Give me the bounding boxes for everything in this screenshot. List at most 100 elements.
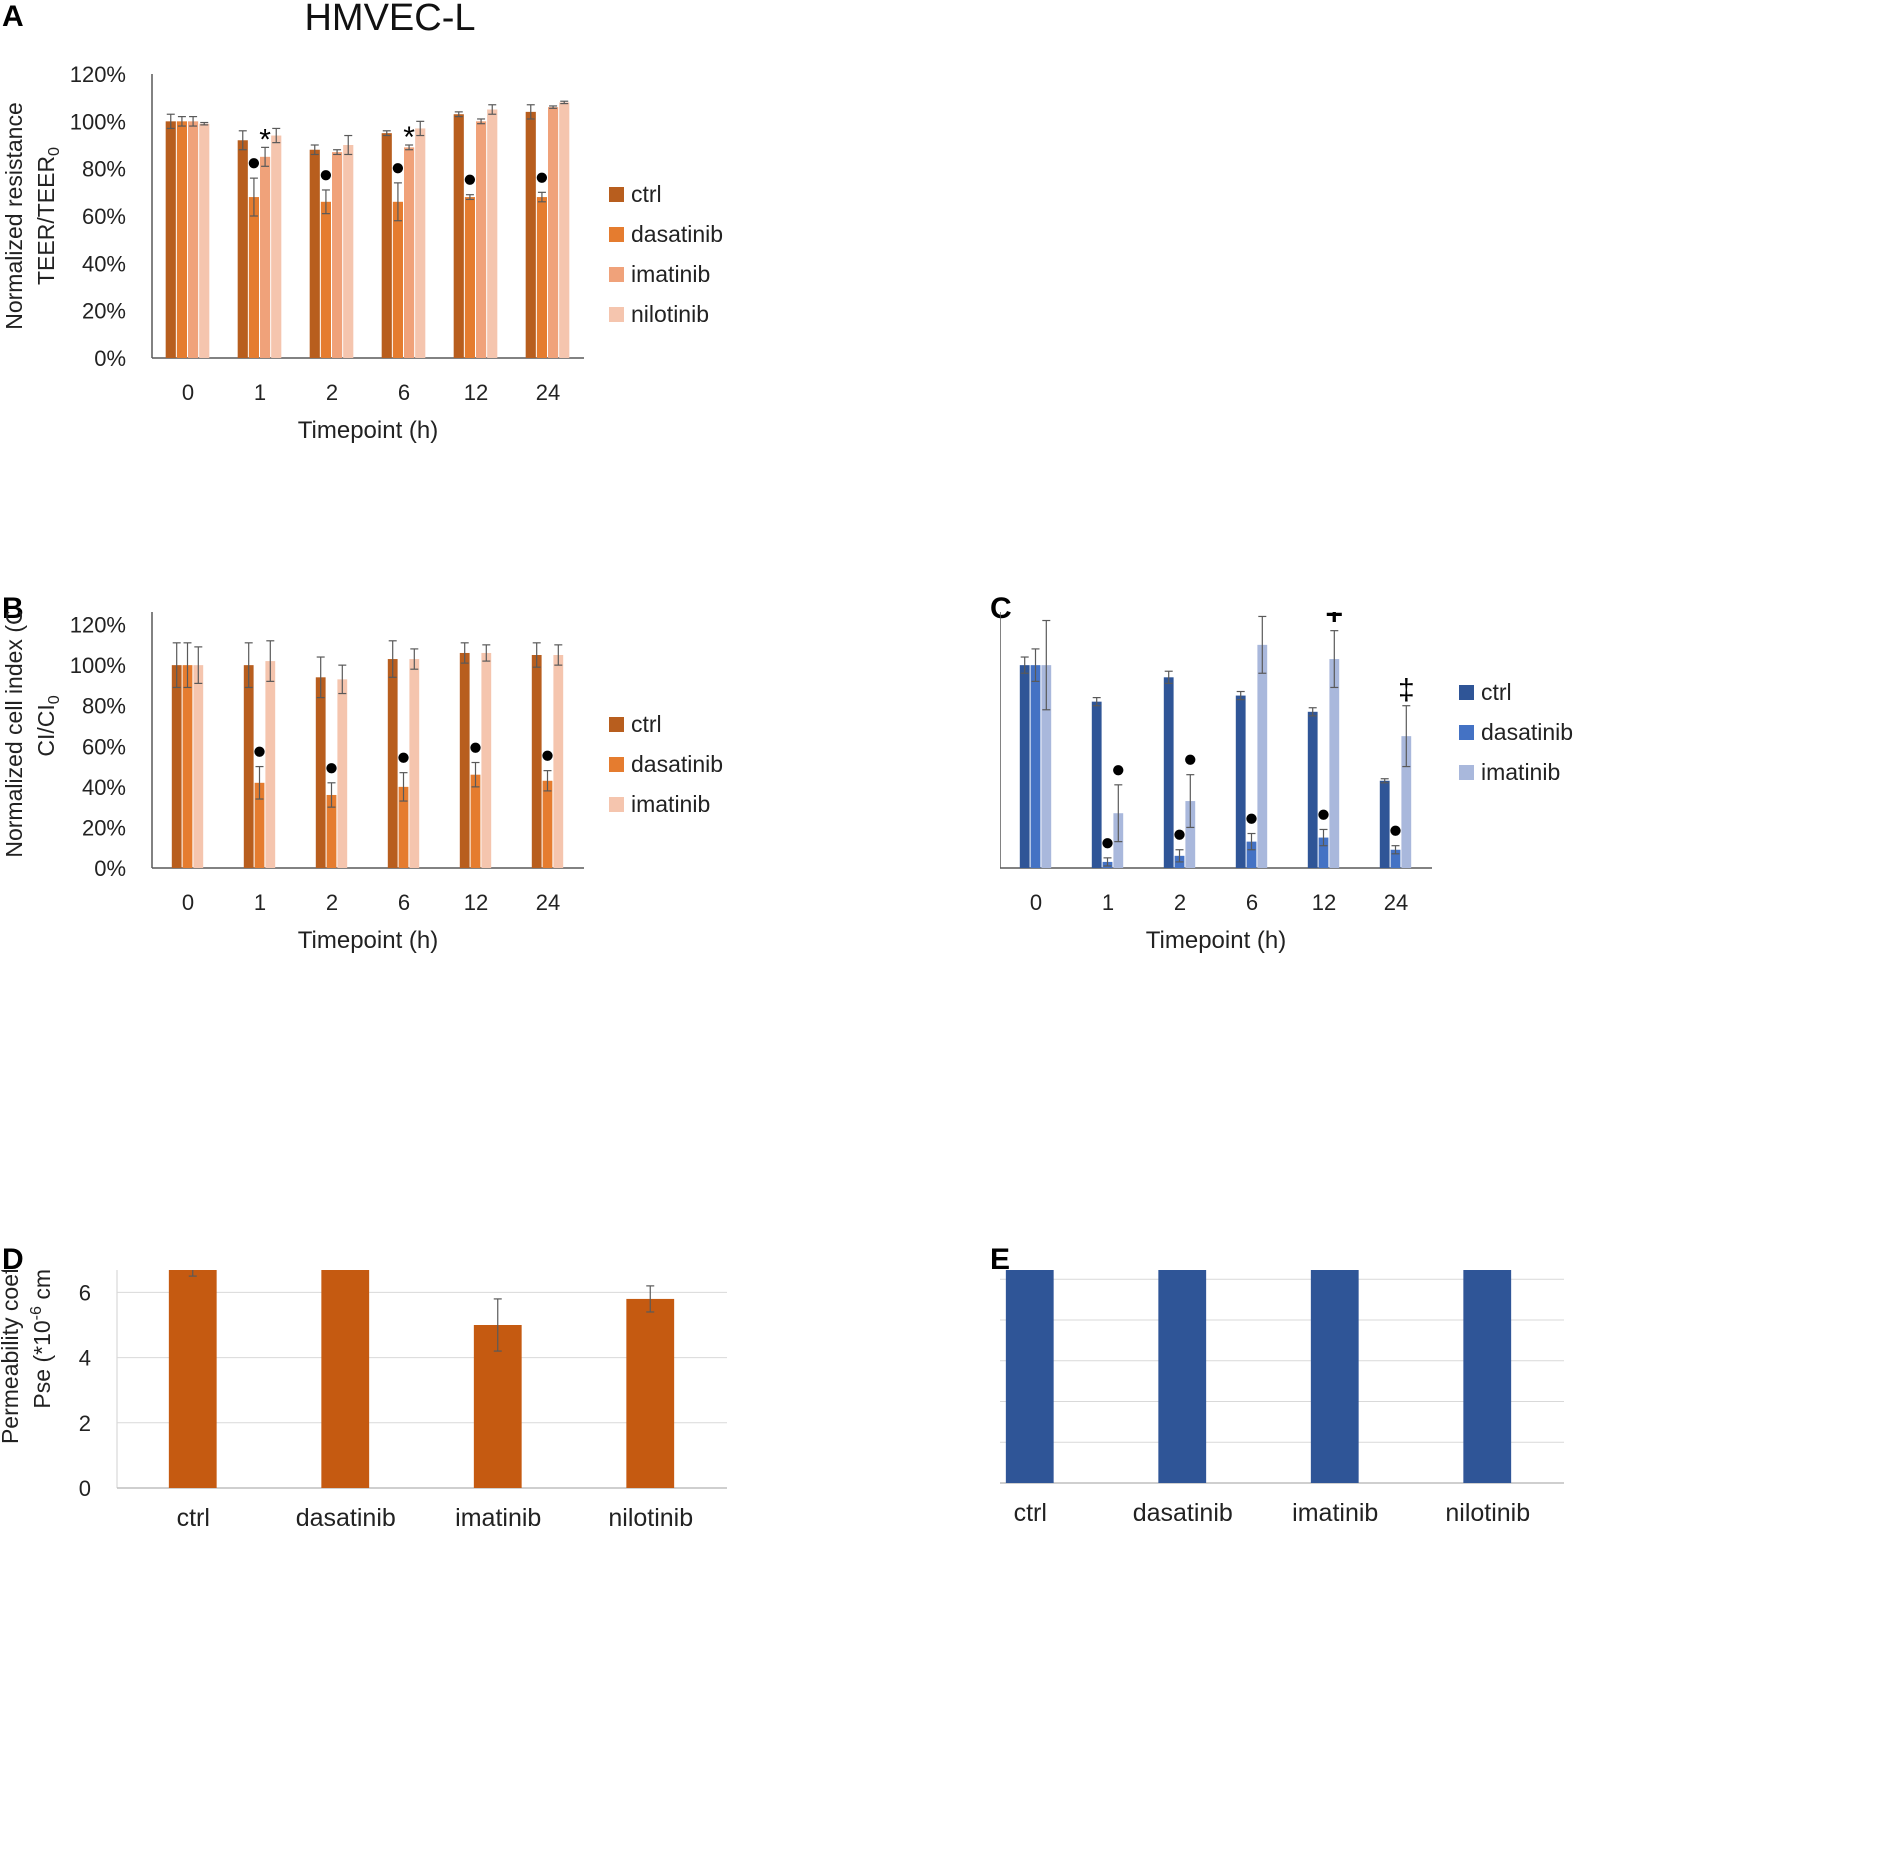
chart-root: 0510152025303540ctrldasatinibimatinibnil… — [1000, 1270, 1564, 1527]
legend-label-ctrl: ctrl — [631, 181, 662, 207]
bar-ctrl-24 — [531, 655, 542, 868]
x-tick-label-nilotinib: nilotinib — [608, 1504, 693, 1532]
bar-dasatinib-6 — [392, 201, 403, 358]
x-tick-label-12: 12 — [1312, 890, 1336, 915]
y-tick-label: 0 — [79, 1476, 91, 1501]
bar-imatinib-1 — [265, 661, 276, 868]
y-axis-sublabel-subscript: 0 — [45, 695, 63, 704]
bar-dasatinib-6 — [398, 786, 409, 868]
bar-dasatinib-24 — [536, 197, 547, 358]
bar-pse-ctrl — [1005, 1270, 1054, 1483]
bar-dasatinib-12 — [464, 197, 475, 358]
x-tick-label-1: 1 — [254, 890, 266, 915]
bar-ctrl-0 — [171, 665, 182, 868]
significance-marker: ● — [391, 154, 406, 181]
x-tick-label-2: 2 — [326, 890, 338, 915]
bar-pse-ctrl — [168, 1270, 217, 1488]
bar-dasatinib-2 — [326, 794, 337, 868]
legend-swatch-dasatinib — [1459, 725, 1474, 740]
chart-group: 0246810ctrldasatinibimatinibnilotinib‡HM… — [0, 1270, 727, 1532]
y-tick-label: 100% — [70, 653, 126, 678]
bar-dasatinib-6 — [1246, 841, 1257, 868]
legend-swatch-dasatinib — [609, 227, 624, 242]
y-tick-label: 40% — [82, 775, 126, 800]
bar-imatinib-0 — [193, 665, 204, 868]
significance-marker: ● — [1100, 829, 1115, 856]
y-tick-label: 20% — [82, 815, 126, 840]
y-tick-label: 0% — [94, 346, 126, 371]
chart-group: 0510152025303540ctrldasatinibimatinibnil… — [1000, 1270, 1564, 1527]
bar-ctrl-6 — [1235, 695, 1246, 868]
chart-root: 0%20%40%60%80%100%120%0 1 2 6 12 24●*● ●*● ●HMV… — [1, 0, 723, 444]
significance-marker: ● — [396, 744, 411, 771]
chart-panel-d: 0246810ctrldasatinibimatinibnilotinib‡HM… — [0, 1270, 727, 1532]
x-tick-label-0: 0 — [182, 380, 194, 405]
legend-label-imatinib: imatinib — [631, 261, 710, 287]
x-tick-label-1: 1 — [254, 380, 266, 405]
bar-imatinib-24 — [1401, 736, 1412, 868]
x-tick-label-dasatinib: dasatinib — [296, 1504, 396, 1532]
significance-marker: ● — [1111, 756, 1126, 783]
panel-letter-c: C — [990, 592, 1012, 625]
chart-panel-a: 0%20%40%60%80%100%120%0 1 2 6 12 24●*● ●*● ●HMV… — [1, 0, 723, 444]
x-tick-label-24: 24 — [536, 380, 560, 405]
y-axis-sublabel: Pse (*10-6 cm/s) — [27, 1270, 55, 1409]
chart-group: 0%20%40%60%80%100%120%140%01261224●●●●●+… — [1000, 612, 1573, 954]
bar-dasatinib-24 — [1390, 849, 1401, 868]
x-tick-label-1: 1 — [1102, 890, 1114, 915]
bar-nilotinib-0 — [199, 123, 210, 358]
bar-imatinib-2 — [337, 679, 348, 868]
bar-dasatinib-12 — [1318, 837, 1329, 868]
legend-label-imatinib: imatinib — [1481, 759, 1560, 785]
bar-ctrl-12 — [453, 114, 464, 358]
y-tick-label: 80% — [82, 694, 126, 719]
x-tick-label-ctrl: ctrl — [1014, 1499, 1047, 1527]
bar-ctrl-1 — [1091, 701, 1102, 868]
bar-imatinib-12 — [1329, 659, 1340, 868]
significance-marker: ● — [247, 149, 262, 176]
y-axis-label: Permeability coefficient — [0, 1270, 23, 1444]
panel-letter-d: D — [2, 1243, 24, 1276]
legend-swatch-imatinib — [1459, 765, 1474, 780]
significance-marker: ● — [252, 738, 267, 765]
y-tick-label: 60% — [82, 734, 126, 759]
bar-nilotinib-6 — [415, 128, 426, 358]
x-tick-label-24: 24 — [536, 890, 560, 915]
bar-imatinib-24 — [548, 107, 559, 358]
significance-marker: * — [259, 123, 271, 156]
significance-marker: + — [1254, 612, 1272, 617]
panel-letter-a: A — [2, 0, 24, 33]
significance-marker: ● — [1183, 746, 1198, 773]
x-tick-label-imatinib: imatinib — [1292, 1499, 1378, 1527]
bar-imatinib-6 — [409, 659, 420, 868]
y-axis-sublabel-superscript: -6 — [27, 1306, 45, 1320]
chart-panel-e: 0510152025303540ctrldasatinibimatinibnil… — [1000, 1270, 1564, 1527]
bar-pse-nilotinib — [626, 1298, 675, 1488]
y-tick-label: 120% — [70, 613, 126, 638]
chart-root: 0246810ctrldasatinibimatinibnilotinib‡HM… — [0, 1270, 727, 1532]
bar-dasatinib-1 — [254, 782, 265, 868]
bar-nilotinib-2 — [343, 145, 354, 358]
x-tick-label-12: 12 — [464, 380, 488, 405]
legend-label-imatinib: imatinib — [631, 791, 710, 817]
legend-swatch-imatinib — [609, 797, 624, 812]
panel-letter-b: B — [2, 592, 24, 625]
significance-marker: ● — [324, 754, 339, 781]
bar-ctrl-0 — [1019, 665, 1030, 868]
x-tick-label-0: 0 — [1030, 890, 1042, 915]
y-axis-sublabel-subscript: 0 — [45, 147, 63, 156]
bar-pse-imatinib — [473, 1325, 522, 1488]
bar-imatinib-2 — [1185, 801, 1196, 868]
y-axis-sublabel: TEER/TEER0 — [33, 147, 63, 285]
x-tick-label-2: 2 — [1174, 890, 1186, 915]
chart-title: HMVEC-L — [304, 0, 475, 39]
bar-dasatinib-0 — [1030, 665, 1041, 868]
x-axis-label: Timepoint (h) — [298, 417, 438, 444]
y-tick-label: 40% — [82, 251, 126, 276]
significance-marker: ● — [535, 163, 550, 190]
chart-panel-c: 0%20%40%60%80%100%120%140%01261224●●●●●+… — [1000, 612, 1573, 954]
bar-imatinib-6 — [404, 147, 415, 358]
bar-ctrl-24 — [1379, 780, 1390, 868]
bar-dasatinib-0 — [182, 665, 193, 868]
x-tick-label-ctrl: ctrl — [177, 1504, 210, 1532]
